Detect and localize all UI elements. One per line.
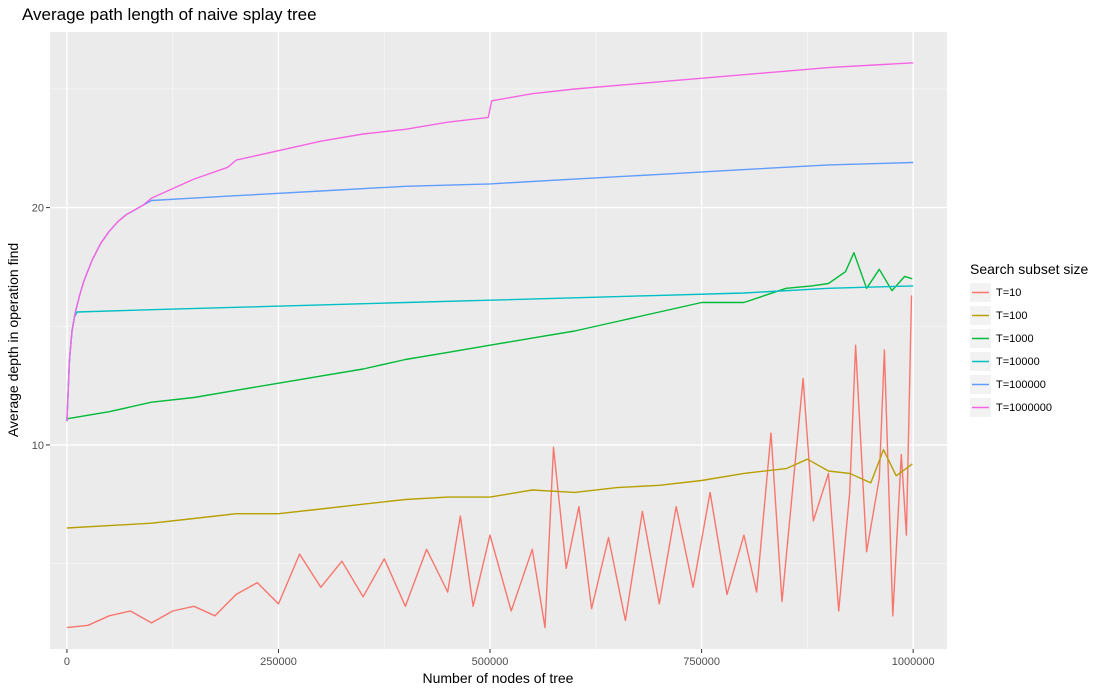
series-line-t-10 [66,295,913,629]
series-line-t-1000000 [66,62,914,422]
legend-label: T=10 [996,287,1021,299]
x-tick-label: 250000 [260,656,297,668]
x-tick-label: 0 [64,656,70,668]
legend: Search subset size T=10 T=100 T=1000 T=1000… [970,261,1088,417]
y-tick-label: 20 [32,203,44,215]
x-tick-label: 1000000 [892,656,935,668]
series-lines [66,62,914,629]
legend-label: T=1000 [996,333,1034,345]
series-line-t-1000 [66,252,913,420]
x-tick-label: 500000 [472,656,509,668]
legend-title: Search subset size [970,261,1088,277]
legend-label: T=1000000 [996,402,1052,414]
legend-label: T=10000 [996,356,1040,368]
x-tick-label: 750000 [683,656,720,668]
legend-label: T=100 [996,310,1028,322]
y-axis: 10 20 [32,203,50,452]
plot-panel [50,32,947,649]
legend-label: T=100000 [996,379,1046,391]
series-line-t-100 [66,449,913,529]
x-axis: 0 250000 500000 750000 1000000 [64,649,935,668]
chart-title: Average path length of naive splay tree [22,5,317,24]
x-axis-label: Number of nodes of tree [423,670,574,686]
y-tick-label: 10 [32,440,44,452]
y-axis-label: Average depth in operation find [5,243,21,437]
